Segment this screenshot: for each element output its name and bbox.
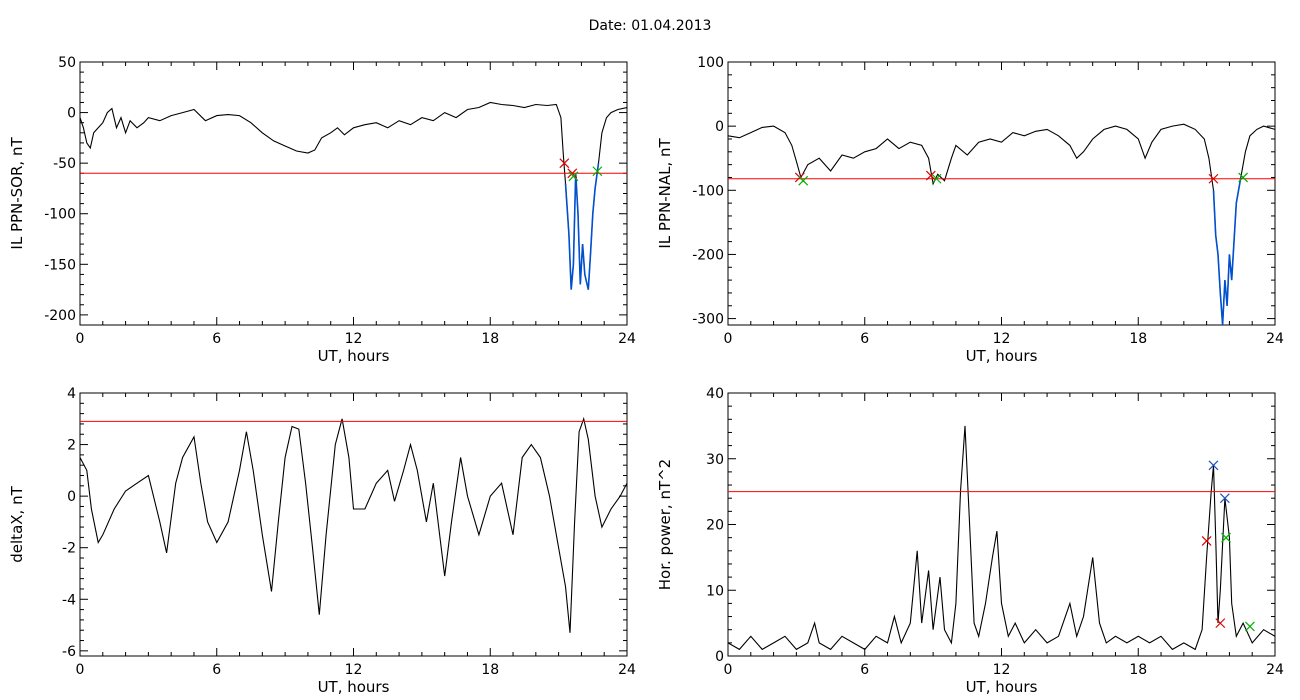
x-axis-label: UT, hours [966, 678, 1038, 696]
y-axis-label: IL PPN-NAL, nT [656, 138, 674, 249]
y-tick-label: 20 [706, 518, 724, 534]
y-tick-label: -100 [692, 183, 724, 199]
marker-red [1208, 173, 1219, 184]
x-tick-label: 18 [481, 331, 499, 347]
x-tick-label: 18 [1129, 331, 1147, 347]
x-tick-label: 18 [1129, 662, 1147, 678]
y-tick-label: -200 [44, 308, 76, 324]
x-tick-label: 6 [860, 331, 869, 347]
x-tick-label: 24 [1266, 662, 1284, 678]
marker-red [925, 170, 936, 181]
y-tick-label: 0 [715, 649, 724, 665]
highlight-segment [564, 163, 600, 290]
y-axis-label: Hor. power, nT^2 [656, 459, 674, 590]
y-axis-label: IL PPN-SOR, nT [8, 137, 26, 250]
marker-blue [1208, 460, 1219, 471]
y-tick-label: -300 [692, 312, 724, 328]
series-line [728, 425, 1275, 651]
series-line [728, 123, 1275, 325]
x-tick-label: 12 [993, 662, 1011, 678]
marker-green [592, 166, 603, 177]
y-axis-label: deltaX, nT [8, 485, 26, 562]
y-tick-label: 50 [58, 55, 76, 71]
x-axis-label: UT, hours [318, 678, 390, 696]
y-tick-label: 2 [67, 438, 76, 454]
x-tick-label: 0 [76, 331, 85, 347]
plot-frame [79, 392, 628, 657]
y-tick-label: 0 [715, 119, 724, 135]
marker-green [568, 171, 579, 182]
y-tick-label: 30 [706, 452, 724, 468]
y-tick-label: -6 [62, 644, 76, 660]
y-tick-label: 4 [67, 386, 76, 402]
x-axis-label: UT, hours [318, 347, 390, 365]
chart-1: 0 6 12 18 24 -200 -150 -100 -50 0 50 UT, hours IL PP… [8, 55, 636, 365]
plot-frame [727, 61, 1276, 326]
highlight-segment [1212, 177, 1242, 325]
chart-2: 0 6 12 18 24 -300 -200 -100 0 100 UT, hours IL PPN-… [656, 55, 1284, 365]
marker-green [798, 175, 809, 186]
chart-4: 0 6 12 18 24 0 10 20 30 40 UT, hours Hor. power, nT… [656, 386, 1284, 696]
x-tick-label: 6 [212, 662, 221, 678]
plot-frame [79, 61, 628, 326]
x-tick-label: 6 [860, 662, 869, 678]
y-tick-label: 100 [697, 55, 724, 71]
x-tick-label: 6 [212, 331, 221, 347]
x-tick-label: 0 [724, 662, 733, 678]
y-tick-label: 0 [67, 106, 76, 122]
x-axis-label: UT, hours [966, 347, 1038, 365]
x-tick-label: 12 [345, 662, 363, 678]
marker-green [1221, 532, 1231, 543]
x-tick-label: 18 [481, 662, 499, 678]
page-title: Date: 01.04.2013 [588, 18, 712, 34]
plot-frame [727, 392, 1276, 657]
marker-red [1201, 536, 1212, 546]
y-tick-label: 40 [706, 386, 724, 402]
x-tick-label: 24 [1266, 331, 1284, 347]
marker-red [567, 168, 578, 179]
x-tick-label: 24 [618, 331, 636, 347]
marker-green [1245, 621, 1255, 632]
y-tick-label: -2 [62, 541, 76, 557]
x-tick-label: 0 [76, 662, 85, 678]
y-tick-label: 10 [706, 583, 724, 599]
marker-green [931, 173, 942, 184]
x-tick-label: 0 [724, 331, 733, 347]
marker-green [1238, 172, 1249, 183]
y-tick-label: -100 [44, 207, 76, 223]
y-tick-label: -150 [44, 257, 76, 273]
y-tick-label: 0 [67, 489, 76, 505]
series-line [80, 101, 627, 290]
x-tick-label: 12 [993, 331, 1011, 347]
marker-blue [1219, 493, 1230, 504]
y-tick-label: -4 [62, 592, 76, 608]
x-tick-label: 24 [618, 662, 636, 678]
y-tick-label: -200 [692, 247, 724, 263]
y-tick-label: -50 [53, 156, 76, 172]
marker-red [559, 158, 570, 169]
x-tick-label: 12 [345, 331, 363, 347]
series-line [80, 416, 627, 633]
marker-red [1215, 618, 1226, 629]
